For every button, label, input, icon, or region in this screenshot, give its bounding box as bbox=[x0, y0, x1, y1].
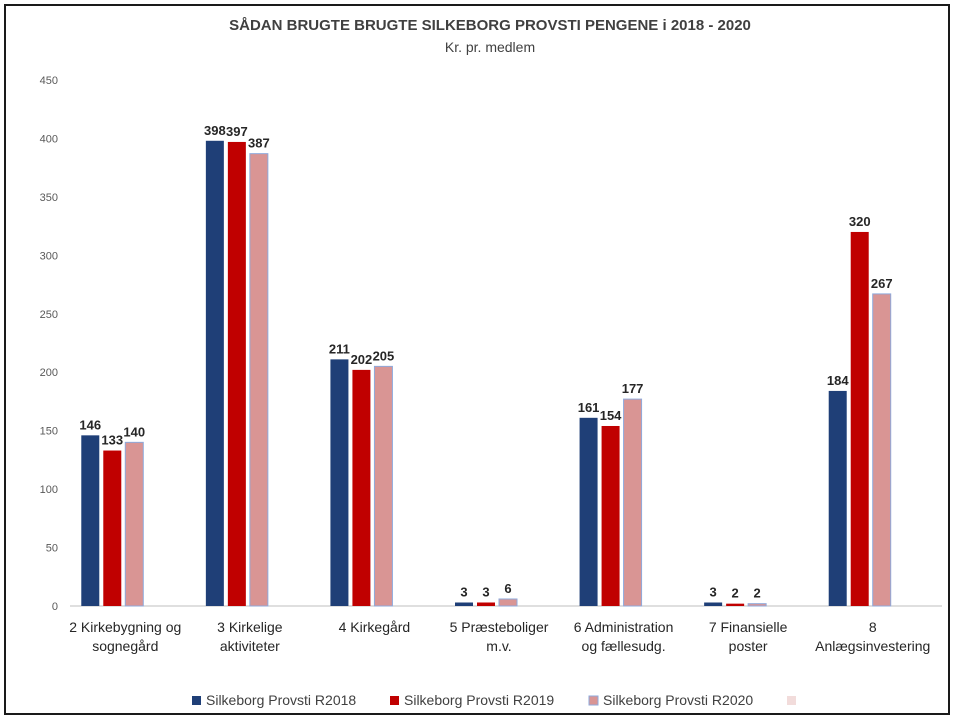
data-label: 3 bbox=[482, 584, 489, 599]
category-label: 5 Præsteboliger m.v. bbox=[450, 619, 549, 654]
bar-silkeborg-provsti-r2019 bbox=[227, 141, 246, 606]
category-labels: 2 Kirkebygning og sognegård 3 Kirkelige akt… bbox=[69, 619, 930, 654]
data-label: 6 bbox=[504, 581, 511, 596]
y-tick-label: 450 bbox=[40, 75, 58, 87]
chart-frame: SÅDAN BRUGTE BRUGTE SILKEBORG PROVSTI PE… bbox=[4, 4, 950, 715]
data-label: 3 bbox=[710, 584, 717, 599]
bar-silkeborg-provsti-r2018 bbox=[330, 359, 349, 606]
data-label: 267 bbox=[871, 276, 893, 291]
category-label: 7 Finansielle poster bbox=[709, 619, 788, 654]
y-tick-label: 300 bbox=[40, 250, 58, 262]
data-label: 2 bbox=[754, 586, 761, 601]
bar-silkeborg-provsti-r2019 bbox=[726, 603, 745, 606]
data-label: 397 bbox=[226, 124, 248, 139]
bar-chart: SÅDAN BRUGTE BRUGTE SILKEBORG PROVSTI PE… bbox=[40, 17, 942, 708]
bar-silkeborg-provsti-r2020 bbox=[872, 293, 892, 607]
bar-silkeborg-provsti-r2018 bbox=[828, 390, 847, 606]
bar-silkeborg-provsti-r2019 bbox=[352, 369, 371, 606]
y-tick-label: 250 bbox=[40, 309, 58, 321]
y-tick-label: 150 bbox=[40, 426, 58, 438]
legend-swatch-extra bbox=[787, 696, 796, 705]
category-label: 6 Administration og fællesudg. bbox=[574, 619, 674, 654]
bar-silkeborg-provsti-r2019 bbox=[850, 231, 869, 606]
category-label: 8 Anlægsinvestering bbox=[815, 619, 930, 654]
legend-swatch bbox=[192, 696, 201, 705]
bar-silkeborg-provsti-r2018 bbox=[579, 417, 598, 606]
bar-silkeborg-provsti-r2019 bbox=[477, 602, 495, 606]
data-label: 184 bbox=[827, 373, 849, 388]
bar-silkeborg-provsti-r2018 bbox=[205, 140, 224, 606]
legend-label: Silkeborg Provsti R2019 bbox=[404, 692, 554, 708]
y-tick-label: 200 bbox=[40, 367, 58, 379]
data-label: 3 bbox=[460, 584, 467, 599]
legend-swatch bbox=[588, 695, 599, 706]
data-label: 177 bbox=[622, 381, 644, 396]
y-tick-label: 350 bbox=[40, 192, 58, 204]
legend: Silkeborg Provsti R2018 Silkeborg Provsti… bbox=[192, 692, 796, 708]
y-tick-label: 0 bbox=[52, 601, 58, 613]
data-label: 320 bbox=[849, 214, 871, 229]
bar-silkeborg-provsti-r2020 bbox=[373, 365, 393, 607]
bar-silkeborg-provsti-r2020 bbox=[623, 398, 643, 607]
category-label: 4 Kirkegård bbox=[339, 619, 411, 635]
bars-group bbox=[81, 140, 892, 607]
legend-swatch bbox=[390, 696, 399, 705]
chart-title: SÅDAN BRUGTE BRUGTE SILKEBORG PROVSTI PE… bbox=[229, 17, 751, 34]
data-label: 140 bbox=[123, 424, 145, 439]
bar-silkeborg-provsti-r2020 bbox=[498, 598, 518, 607]
y-tick-label: 100 bbox=[40, 484, 58, 496]
data-label: 2 bbox=[732, 586, 739, 601]
data-label: 161 bbox=[578, 400, 600, 415]
bar-silkeborg-provsti-r2018 bbox=[81, 435, 100, 606]
bar-silkeborg-provsti-r2018 bbox=[704, 602, 723, 606]
data-label: 133 bbox=[101, 433, 123, 448]
data-label: 398 bbox=[204, 123, 226, 138]
data-label: 205 bbox=[373, 348, 395, 363]
bar-silkeborg-provsti-r2018 bbox=[455, 602, 473, 606]
legend-label: Silkeborg Provsti R2018 bbox=[206, 692, 356, 708]
bar-silkeborg-provsti-r2019 bbox=[103, 450, 122, 606]
y-tick-label: 400 bbox=[40, 133, 58, 145]
bar-silkeborg-provsti-r2020 bbox=[124, 441, 144, 607]
chart-subtitle: Kr. pr. medlem bbox=[445, 39, 535, 55]
data-label: 387 bbox=[248, 136, 270, 151]
y-axis-ticks: 0 50 100 150 200 250 300 350 400 450 bbox=[40, 75, 58, 613]
legend-label: Silkeborg Provsti R2020 bbox=[603, 692, 753, 708]
category-label: 2 Kirkebygning og sognegård bbox=[69, 619, 181, 654]
data-label: 146 bbox=[79, 417, 101, 432]
data-label: 202 bbox=[351, 352, 373, 367]
data-label: 154 bbox=[600, 408, 622, 423]
bar-silkeborg-provsti-r2020 bbox=[747, 603, 767, 607]
y-tick-label: 50 bbox=[46, 543, 58, 555]
bar-silkeborg-provsti-r2020 bbox=[249, 153, 269, 607]
data-label: 211 bbox=[329, 341, 350, 356]
category-label: 3 Kirkelige aktiviteter bbox=[217, 619, 283, 654]
bar-silkeborg-provsti-r2019 bbox=[601, 425, 620, 606]
